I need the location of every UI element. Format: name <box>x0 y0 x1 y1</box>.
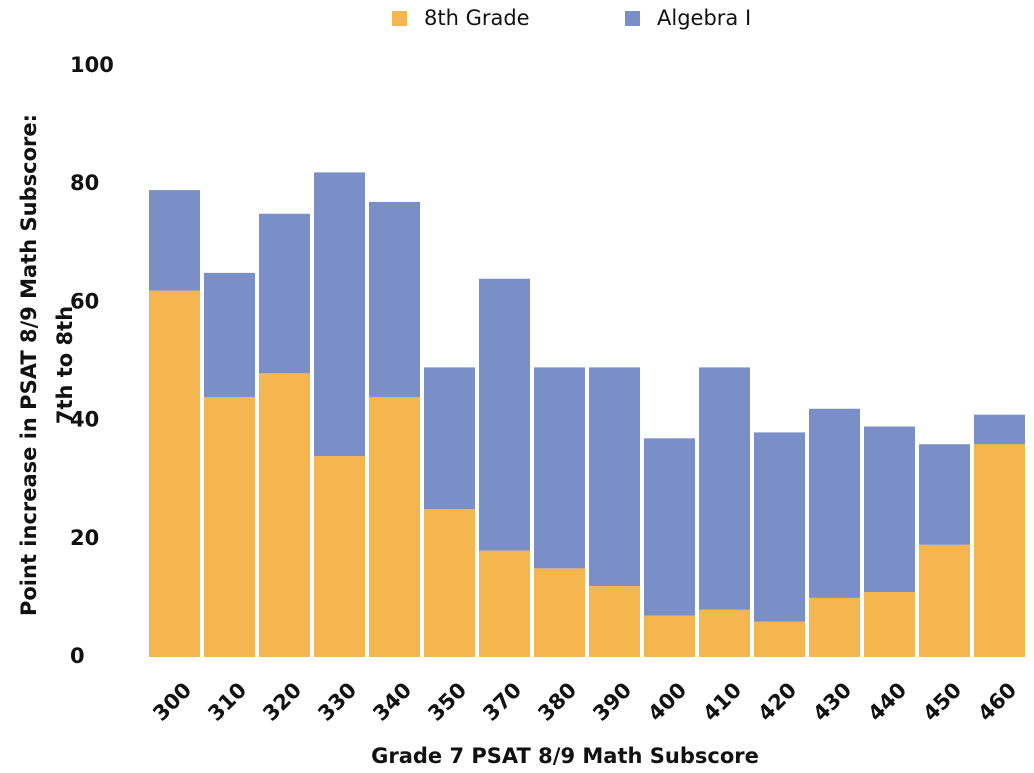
bar-segment <box>644 438 695 616</box>
bar-segment <box>919 544 970 657</box>
bar-segment <box>974 414 1025 445</box>
bar-segment <box>589 367 640 587</box>
bar-segment <box>864 591 915 657</box>
bar-segment <box>809 408 860 598</box>
bar-segment <box>699 367 750 610</box>
y-axis-title: Point increase in PSAT 8/9 Math Subscore… <box>17 114 77 616</box>
bar-segment <box>424 367 475 510</box>
bar-segment <box>534 367 585 569</box>
bar-segment <box>754 621 805 657</box>
bar-segment <box>259 373 310 657</box>
y-axis-title-line: 7th to 8th <box>53 306 77 424</box>
y-tick-label: 0 <box>70 644 85 668</box>
bar-segment <box>919 444 970 545</box>
x-tick-label: 400 <box>643 678 691 726</box>
x-tick-label: 320 <box>258 678 306 726</box>
bar-segment <box>259 213 310 374</box>
x-tick-label: 460 <box>973 678 1021 726</box>
bar-segment <box>699 609 750 657</box>
x-tick-label: 300 <box>148 678 196 726</box>
bar-segment <box>314 456 365 657</box>
bar-segment <box>864 426 915 592</box>
bar-segment <box>479 278 530 551</box>
x-tick-label: 440 <box>863 678 911 726</box>
legend-swatch <box>625 11 640 26</box>
bar-segment <box>204 272 255 397</box>
legend-label: Algebra I <box>657 6 751 30</box>
bar-segment <box>974 444 1025 657</box>
x-tick-label: 450 <box>918 678 966 726</box>
bar-segment <box>369 396 420 657</box>
x-tick-label: 350 <box>423 678 471 726</box>
bar-segment <box>809 597 860 657</box>
x-tick-label: 330 <box>313 678 361 726</box>
bar-segment <box>534 568 585 657</box>
x-tick-label: 420 <box>753 678 801 726</box>
x-tick-label: 340 <box>368 678 416 726</box>
bar-segment <box>149 290 200 657</box>
bar-segment <box>589 586 640 657</box>
bar-segment <box>149 190 200 291</box>
x-tick-label: 370 <box>478 678 526 726</box>
y-tick-label: 80 <box>70 171 99 195</box>
x-tick-label: 390 <box>588 678 636 726</box>
y-axis-title-line: Point increase in PSAT 8/9 Math Subscore… <box>17 114 41 616</box>
legend-label: 8th Grade <box>424 6 530 30</box>
x-tick-label: 310 <box>203 678 251 726</box>
y-tick-label: 100 <box>70 53 114 77</box>
x-axis-title: Grade 7 PSAT 8/9 Math Subscore <box>371 744 759 768</box>
bar-segment <box>204 396 255 657</box>
x-tick-label: 410 <box>698 678 746 726</box>
x-tick-label: 380 <box>533 678 581 726</box>
bar-segment <box>424 509 475 657</box>
bar-segment <box>314 172 365 457</box>
legend-swatch <box>392 11 407 26</box>
bar-segment <box>369 201 420 397</box>
bar-segment <box>754 432 805 622</box>
y-tick-label: 60 <box>70 289 99 313</box>
y-tick-label: 40 <box>70 408 99 432</box>
bar-segment <box>644 615 695 657</box>
bar-segment <box>479 550 530 657</box>
x-tick-label: 430 <box>808 678 856 726</box>
y-tick-label: 20 <box>70 526 99 550</box>
